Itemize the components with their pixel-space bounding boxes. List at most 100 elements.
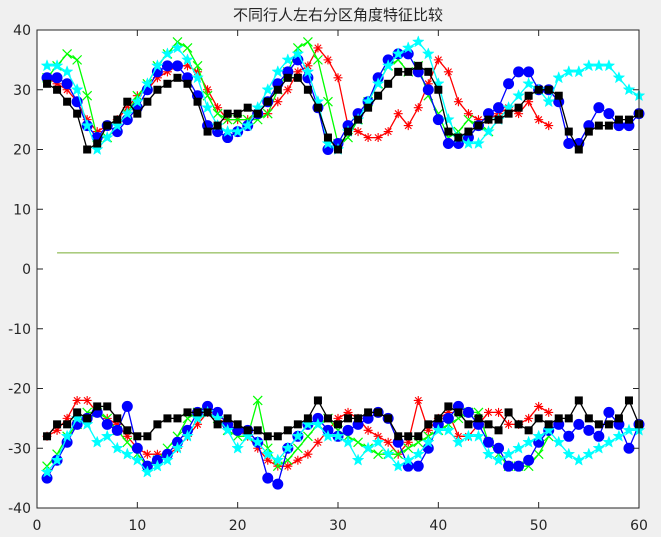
series-5-lower-point [384,414,393,423]
series-5-lower-point [133,432,142,441]
y-tick-label: -10 [8,322,31,338]
series-1-upper-point [203,85,213,95]
series-5-upper-point [594,121,603,130]
series-3-lower-point [442,412,454,424]
series-5-upper-point [404,67,413,76]
series-5-lower-point [424,420,433,429]
series-5-upper-point [53,85,62,94]
series-1-upper-point [323,55,333,65]
series-3-lower-point [131,442,143,454]
series-1-upper-point [534,115,544,125]
series-5-upper-point [103,121,112,130]
x-tick-label: 40 [429,518,447,534]
series-5-upper-point [43,79,52,88]
series-4-upper-point [612,71,626,84]
series-1-lower-point [413,395,423,405]
series-4-upper-point [130,94,144,108]
series-3-upper-point [432,114,444,126]
series-4-lower-point [552,435,566,448]
series-5-upper-point [123,97,132,106]
series-4-lower-point [261,447,275,460]
series-2-upper-point [182,43,193,53]
series-4-upper-point [301,65,315,78]
series-1-lower-point [303,449,313,459]
series-5-lower-point [584,414,593,423]
series-5-lower-point [404,432,413,441]
series-5-lower-point [564,414,573,423]
series-5-lower-point [313,396,322,405]
series-5-lower-point [574,396,583,405]
series-1-upper-point [433,55,443,65]
series-4-upper-point [572,65,586,78]
series-4-lower-point [60,429,74,442]
series-4-lower-point [401,453,415,466]
series-5-upper-point [213,121,222,130]
series-5-lower-point [123,426,132,435]
series-4-upper-point [90,142,104,155]
series-1-upper-point [443,67,453,77]
series-1-upper-point [403,121,413,131]
series-5-upper-point [203,127,212,136]
series-5-lower-point [514,420,523,429]
series-4-upper-point [120,107,134,120]
series-4-upper-point [371,77,385,90]
series-3-upper-point [523,66,535,78]
series-4-upper-point [622,83,636,96]
series-1-lower-point [82,395,92,405]
series-4-lower-point [542,423,556,436]
series-5-upper-point [253,109,262,118]
series-4-lower-point [281,441,295,454]
series-4-lower-point [311,417,325,430]
series-5-lower-point [283,426,292,435]
series-1-lower-point [52,425,62,435]
series-1-upper-point [273,97,283,107]
series-3-lower-point [623,442,635,454]
series-5-lower-point [213,420,222,429]
series-5-upper-point [83,145,92,154]
series-2-upper-point [463,114,474,125]
series-1-lower-point [62,413,72,423]
series-2-lower-point [252,395,263,406]
series-5-upper-point [574,145,583,154]
series-4-upper-point [80,118,94,132]
series-5-upper-point [464,127,473,136]
series-4-lower-point [171,441,184,454]
series-5-lower-point [524,426,533,435]
series-4-lower-point [442,423,455,436]
series-4-lower-point [50,453,64,466]
series-3-lower-point [523,454,535,466]
series-4-upper-point [231,124,245,137]
series-5-lower-point [83,414,92,423]
series-3-upper-point [422,84,434,96]
series-5-lower-point [163,414,172,423]
series-2-upper-point [262,108,273,119]
series-5-lower-point [223,414,232,423]
series-5-lower-point [624,396,633,405]
series-2-upper-point [302,37,313,47]
series-5-upper-point [584,127,593,136]
series-2-upper-point [62,48,73,59]
series-2-lower-point [403,443,414,454]
series-3-upper-point [603,108,615,120]
series-1-lower-point [403,437,413,447]
series-5-lower-point [43,432,52,441]
series-4-lower-point [241,429,255,442]
series-5-lower-point [364,408,373,417]
series-4-upper-point [442,112,455,126]
series-5-lower-point [93,402,102,411]
series-4-upper-point [50,59,64,72]
series-1-upper-point [463,109,473,119]
series-5-upper-point [384,79,393,88]
series-4-upper-point [291,47,305,60]
series-3-upper-point [503,78,515,90]
series-5-upper-point [293,73,302,82]
series-1-upper-point [313,43,323,53]
series-1-upper-point [453,97,463,107]
series-4-upper-point [281,53,295,66]
series-1-lower-point [263,455,273,465]
series-5-lower-point [113,414,122,423]
series-1-lower-point [524,413,534,423]
plot-layer [40,35,646,490]
series-4-lower-point [251,435,265,448]
series-4-lower-point [70,411,84,424]
